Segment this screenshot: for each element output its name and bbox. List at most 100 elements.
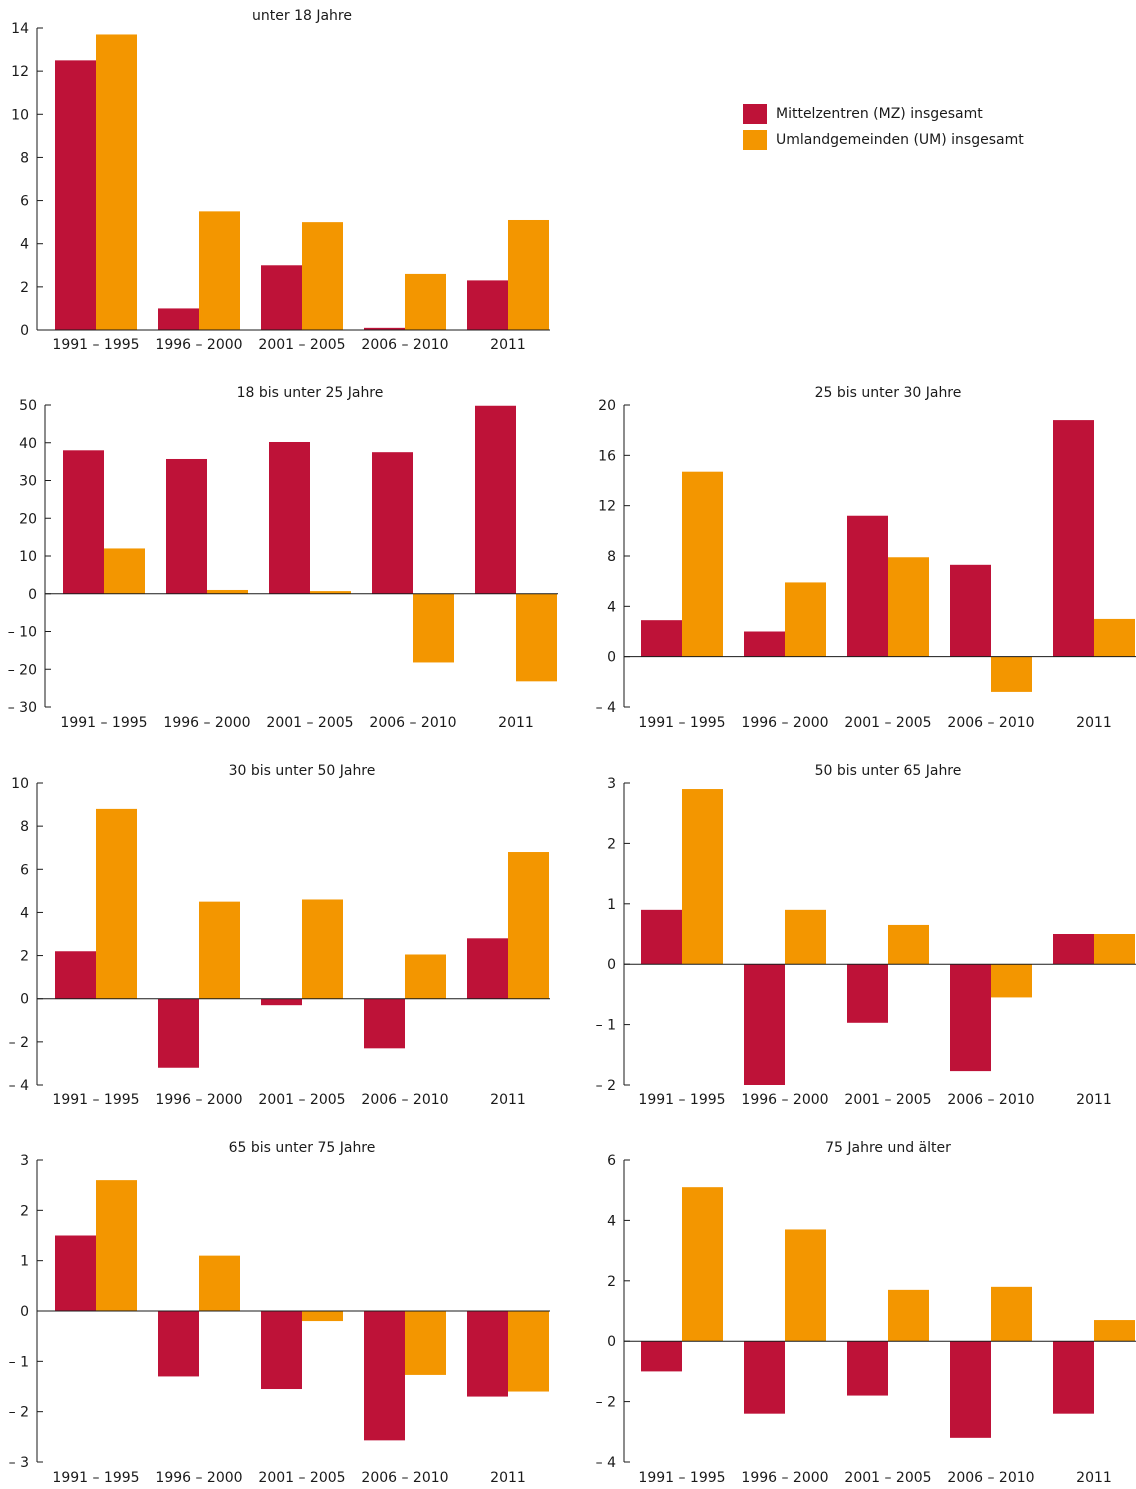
x-tick-label: 2001 – 2005	[844, 1470, 931, 1485]
bar-um-3	[888, 1289, 929, 1342]
bar-mz-1	[55, 1235, 96, 1311]
bar-mz-1	[55, 60, 96, 330]
bar-mz-1	[55, 951, 96, 999]
chart-title: 50 bis unter 65 Jahre	[815, 763, 962, 779]
y-tick-label: – 1	[596, 1018, 616, 1034]
x-tick-label: 1991 – 1995	[52, 1092, 139, 1108]
x-tick-label: 2006 – 2010	[947, 1470, 1034, 1485]
bar-mz-3	[847, 1341, 888, 1396]
chart-panel-2: 18 bis unter 25 Jahre – 30 – 20 – 10 0 10 20 30…	[8, 385, 558, 731]
bar-um-3	[302, 899, 343, 999]
x-tick-label: 1996 – 2000	[163, 715, 250, 731]
y-tick-label: – 2	[9, 1035, 29, 1051]
x-tick-label: 1991 – 1995	[638, 1092, 725, 1108]
bar-um-5	[1094, 618, 1135, 657]
bar-mz-3	[261, 1311, 302, 1390]
bar-um-2	[785, 582, 826, 657]
y-tick-label: 50	[19, 398, 37, 414]
legend-label-um: Umlandgemeinden (UM) insgesamt	[776, 132, 1024, 148]
bar-mz-5	[467, 938, 508, 999]
y-tick-label: – 20	[8, 662, 37, 678]
x-tick-label: 2011	[1076, 1092, 1112, 1108]
bar-um-3	[310, 591, 351, 594]
y-tick-label: 6	[607, 1153, 616, 1169]
y-tick-label: – 4	[596, 1455, 616, 1471]
chart-panel-3: 25 bis unter 30 Jahre – 4 0 4 8 12 16 20 1991 – …	[596, 385, 1136, 731]
bar-um-1	[104, 548, 145, 594]
bar-um-1	[96, 34, 137, 330]
y-tick-label: 4	[607, 1213, 616, 1229]
y-tick-label: – 4	[596, 700, 616, 716]
y-tick-label: 0	[607, 957, 616, 973]
bar-mz-2	[166, 458, 207, 594]
x-tick-label: 1991 – 1995	[638, 715, 725, 731]
y-tick-label: – 4	[9, 1078, 29, 1094]
y-tick-label: 0	[607, 1334, 616, 1350]
x-tick-label: 1996 – 2000	[741, 715, 828, 731]
y-tick-label: – 3	[9, 1455, 29, 1471]
legend-item-mz: Mittelzentren (MZ) insgesamt	[743, 101, 1024, 127]
bar-um-2	[199, 211, 240, 330]
x-tick-label: 1996 – 2000	[741, 1470, 828, 1485]
x-tick-label: 2006 – 2010	[361, 1470, 448, 1485]
legend-swatch-mz	[743, 104, 767, 124]
bar-mz-3	[269, 441, 310, 594]
x-tick-label: 2006 – 2010	[361, 1092, 448, 1108]
x-tick-label: 2011	[490, 337, 526, 353]
x-tick-label: 2001 – 2005	[844, 715, 931, 731]
bar-um-1	[682, 789, 723, 965]
x-tick-label: 2011	[1076, 715, 1112, 731]
bar-mz-5	[475, 405, 516, 594]
y-tick-label: – 30	[8, 700, 37, 716]
x-tick-label: 2006 – 2010	[369, 715, 456, 731]
bar-mz-1	[641, 909, 682, 965]
legend-label-mz: Mittelzentren (MZ) insgesamt	[776, 106, 983, 122]
x-tick-label: 2011	[498, 715, 534, 731]
y-tick-label: 30	[19, 474, 37, 490]
y-tick-label: 3	[20, 1153, 29, 1169]
bar-mz-2	[744, 964, 785, 1085]
bar-mz-1	[63, 450, 104, 594]
chart-title: 75 Jahre und älter	[825, 1140, 951, 1156]
y-tick-label: 0	[607, 650, 616, 666]
legend-swatch-um	[743, 130, 767, 150]
bar-mz-4	[950, 964, 991, 1072]
legend-item-um: Umlandgemeinden (UM) insgesamt	[743, 127, 1024, 153]
bar-um-4	[991, 1286, 1032, 1342]
bar-um-1	[96, 1180, 137, 1311]
y-tick-label: 10	[11, 776, 29, 792]
bar-mz-2	[744, 1341, 785, 1414]
bar-um-2	[785, 1229, 826, 1342]
chart-title: 30 bis unter 50 Jahre	[229, 763, 376, 779]
bar-um-3	[302, 222, 343, 330]
bar-mz-4	[364, 1311, 405, 1441]
x-tick-label: 2011	[490, 1470, 526, 1485]
bar-um-2	[785, 909, 826, 965]
y-tick-label: 2	[20, 949, 29, 965]
bar-um-5	[508, 219, 549, 330]
y-tick-label: 20	[598, 398, 616, 414]
bar-mz-3	[261, 998, 302, 1006]
legend: Mittelzentren (MZ) insgesamt Umlandgemei…	[743, 101, 1024, 153]
x-tick-label: 1991 – 1995	[60, 715, 147, 731]
y-tick-label: – 2	[596, 1078, 616, 1094]
bar-um-4	[405, 1311, 446, 1375]
y-tick-label: 2	[607, 836, 616, 852]
chart-title: unter 18 Jahre	[252, 8, 352, 24]
bar-mz-5	[1053, 934, 1094, 965]
bar-mz-3	[261, 265, 302, 330]
chart-panel-1: unter 18 Jahre 0 2 4 6 8 10 12 14 1991 – 1995 1996…	[11, 8, 550, 353]
bar-um-1	[96, 808, 137, 999]
bar-um-1	[682, 471, 723, 657]
y-tick-label: – 1	[9, 1354, 29, 1370]
bar-um-2	[207, 589, 248, 594]
x-tick-label: 1996 – 2000	[741, 1092, 828, 1108]
y-tick-label: 4	[607, 599, 616, 615]
bar-um-4	[405, 954, 446, 999]
y-tick-label: 2	[607, 1274, 616, 1290]
bar-um-2	[199, 1255, 240, 1311]
x-tick-label: 1996 – 2000	[155, 1470, 242, 1485]
bar-mz-5	[1053, 420, 1094, 657]
y-tick-label: – 10	[8, 625, 37, 641]
x-tick-label: 1996 – 2000	[155, 1092, 242, 1108]
